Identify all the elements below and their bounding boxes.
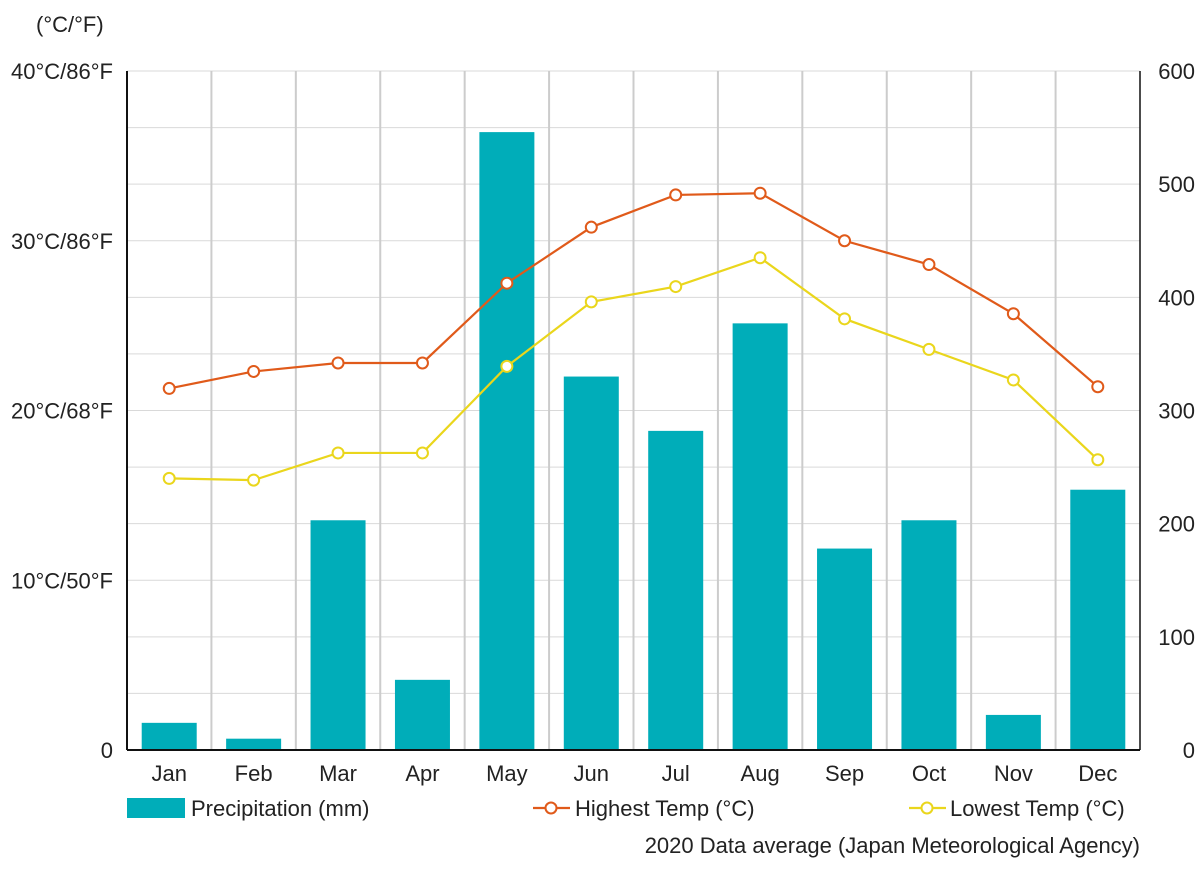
precipitation-bar-mar bbox=[310, 520, 366, 750]
precipitation-bars bbox=[141, 132, 1126, 751]
left-tick-label: 0 bbox=[101, 738, 113, 763]
left-axis-unit-label: (°C/°F) bbox=[36, 12, 104, 37]
legend-highest-temp-marker bbox=[544, 801, 558, 815]
precipitation-bar-nov bbox=[985, 714, 1041, 750]
highest-temp-line bbox=[168, 192, 1099, 390]
lowest-temp-point-aug bbox=[753, 251, 767, 265]
left-tick-label: 10°C/50°F bbox=[11, 568, 113, 593]
precipitation-bar-dec bbox=[1070, 489, 1126, 750]
category-label-jan: Jan bbox=[151, 761, 186, 786]
legend-lowest-temp-marker bbox=[920, 801, 934, 815]
legend-lowest-temp-label: Lowest Temp (°C) bbox=[950, 796, 1125, 821]
left-tick-label: 20°C/68°F bbox=[11, 399, 113, 424]
right-tick-label: 600 bbox=[1158, 59, 1195, 84]
category-label-nov: Nov bbox=[994, 761, 1033, 786]
highest-temp-point-oct bbox=[922, 258, 936, 272]
highest-temp-point-mar bbox=[331, 356, 345, 370]
lowest-temp-point-apr bbox=[415, 446, 429, 460]
right-tick-label: 400 bbox=[1158, 285, 1195, 310]
precipitation-bar-jan bbox=[141, 722, 197, 750]
precipitation-bar-sep bbox=[817, 548, 873, 750]
right-tick-label: 100 bbox=[1158, 625, 1195, 650]
highest-temp-point-may bbox=[500, 276, 514, 290]
lowest-temp-point-sep bbox=[838, 312, 852, 326]
source-note: 2020 Data average (Japan Meteorological … bbox=[645, 833, 1140, 858]
category-label-jun: Jun bbox=[574, 761, 609, 786]
category-labels: Jan Feb Mar Apr May Jun Jul Aug Sep Oct Nov Dec bbox=[151, 761, 1117, 786]
precipitation-bar-aug bbox=[732, 323, 788, 750]
highest-temp-point-apr bbox=[415, 356, 429, 370]
highest-temp-point-jun bbox=[584, 220, 598, 234]
category-label-aug: Aug bbox=[741, 761, 780, 786]
precipitation-bar-jun bbox=[563, 376, 619, 750]
legend: Precipitation (mm) Highest Temp (°C) Lowes… bbox=[127, 796, 1125, 821]
left-tick-label: 40°C/86°F bbox=[11, 59, 113, 84]
highest-temp-point-jan bbox=[162, 381, 176, 395]
category-label-jul: Jul bbox=[662, 761, 690, 786]
legend-precipitation-swatch bbox=[127, 798, 185, 818]
right-tick-label: 0 bbox=[1183, 738, 1195, 763]
category-label-apr: Apr bbox=[405, 761, 439, 786]
lowest-temp-point-may bbox=[500, 359, 514, 373]
highest-temp-point-aug bbox=[753, 186, 767, 200]
temperature-lines bbox=[162, 186, 1105, 487]
precipitation-bar-may bbox=[479, 132, 535, 751]
category-label-sep: Sep bbox=[825, 761, 864, 786]
gridlines bbox=[127, 70, 1140, 750]
tick-labels: 0 10°C/50°F 20°C/68°F 30°C/86°F 40°C/86°F 0 10… bbox=[11, 59, 1195, 763]
legend-precipitation-label: Precipitation (mm) bbox=[191, 796, 369, 821]
lowest-temp-point-oct bbox=[922, 342, 936, 356]
lowest-temp-line bbox=[169, 256, 1099, 482]
lowest-temp-point-jan bbox=[162, 471, 176, 485]
category-label-feb: Feb bbox=[235, 761, 273, 786]
highest-temp-point-jul bbox=[669, 188, 683, 202]
lowest-temp-point-nov bbox=[1006, 373, 1020, 387]
precipitation-bar-apr bbox=[394, 679, 450, 750]
axes bbox=[126, 71, 1141, 751]
highest-temp-point-sep bbox=[838, 234, 852, 248]
lowest-temp-point-jun bbox=[584, 295, 598, 309]
highest-temp-point-nov bbox=[1006, 307, 1020, 321]
category-label-dec: Dec bbox=[1078, 761, 1117, 786]
right-tick-label: 300 bbox=[1158, 399, 1195, 424]
precipitation-bar-oct bbox=[901, 520, 957, 750]
category-label-mar: Mar bbox=[319, 761, 357, 786]
precipitation-bar-feb bbox=[226, 738, 282, 750]
right-tick-label: 200 bbox=[1158, 512, 1195, 537]
category-label-may: May bbox=[486, 761, 528, 786]
lowest-temp-point-feb bbox=[247, 473, 261, 487]
legend-highest-temp-label: Highest Temp (°C) bbox=[575, 796, 755, 821]
highest-temp-point-dec bbox=[1091, 380, 1105, 394]
category-label-oct: Oct bbox=[912, 761, 946, 786]
right-tick-label: 500 bbox=[1158, 172, 1195, 197]
lowest-temp-point-dec bbox=[1091, 453, 1105, 467]
lowest-temp-point-jul bbox=[669, 280, 683, 294]
precipitation-bar-jul bbox=[648, 430, 704, 750]
lowest-temp-point-mar bbox=[331, 446, 345, 460]
left-tick-label: 30°C/86°F bbox=[11, 229, 113, 254]
highest-temp-point-feb bbox=[247, 364, 261, 378]
